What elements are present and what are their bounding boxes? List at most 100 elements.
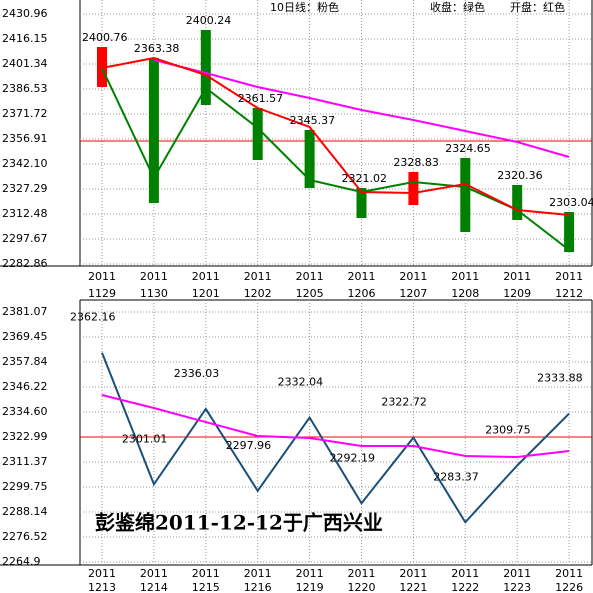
y-tick-label: 2327.29 xyxy=(2,182,48,195)
y-tick-label: 2276.52 xyxy=(2,530,48,543)
x-tick-label: 1206 xyxy=(348,287,376,300)
x-tick-label: 2011 xyxy=(348,567,376,580)
x-tick-label: 2011 xyxy=(244,567,272,580)
data-label: 2322.72 xyxy=(381,396,427,409)
x-tick-label: 1212 xyxy=(555,287,583,300)
data-label: 2362.16 xyxy=(70,311,116,324)
candle xyxy=(408,172,419,206)
x-tick-label: 2011 xyxy=(296,567,324,580)
candle xyxy=(252,108,263,160)
x-tick-label: 2011 xyxy=(88,270,116,283)
series-line xyxy=(101,67,570,251)
x-tick-label: 2011 xyxy=(399,567,427,580)
x-tick-label: 1202 xyxy=(244,287,272,300)
x-tick-label: 2011 xyxy=(399,270,427,283)
data-label: 2320.36 xyxy=(497,169,543,182)
x-tick-label: 1201 xyxy=(192,287,220,300)
data-label: 2345.37 xyxy=(290,114,336,127)
candle xyxy=(460,158,471,232)
y-tick-label: 2369.45 xyxy=(2,330,48,343)
x-tick-label: 2011 xyxy=(140,270,168,283)
data-label: 2309.75 xyxy=(485,423,531,436)
x-tick-label: 2011 xyxy=(296,270,324,283)
x-tick-label: 2011 xyxy=(88,567,116,580)
x-tick-label: 1223 xyxy=(503,581,531,593)
candle xyxy=(200,30,211,106)
series-line xyxy=(101,56,570,216)
x-tick-label: 2011 xyxy=(555,567,583,580)
y-tick-label: 2299.75 xyxy=(2,480,48,493)
data-label: 2400.24 xyxy=(186,14,232,27)
y-tick-label: 2311.37 xyxy=(2,455,48,468)
x-tick-label: 1220 xyxy=(348,581,376,593)
data-label: 2324.65 xyxy=(445,142,491,155)
data-label: 2332.04 xyxy=(278,376,324,389)
y-tick-label: 2356.91 xyxy=(2,132,48,145)
y-tick-label: 2264.9 xyxy=(2,555,41,568)
y-tick-label: 2381.07 xyxy=(2,305,48,318)
x-tick-label: 2011 xyxy=(451,567,479,580)
annotation: 彭鉴绵2011-12-12于广西兴业 xyxy=(95,511,383,535)
x-tick-label: 1221 xyxy=(399,581,427,593)
y-tick-label: 2430.96 xyxy=(2,7,48,20)
data-label: 2283.37 xyxy=(433,470,479,483)
candle xyxy=(356,188,367,219)
y-tick-label: 2416.15 xyxy=(2,32,48,45)
x-tick-label: 1219 xyxy=(296,581,324,593)
x-tick-label: 1208 xyxy=(451,287,479,300)
series-line xyxy=(101,394,570,459)
y-tick-label: 2371.72 xyxy=(2,107,48,120)
y-tick-label: 2297.67 xyxy=(2,232,48,245)
data-label: 2363.38 xyxy=(134,42,180,55)
y-tick-label: 2334.60 xyxy=(2,405,48,418)
x-tick-label: 1207 xyxy=(399,287,427,300)
y-tick-label: 2401.34 xyxy=(2,57,48,70)
data-label: 2292.19 xyxy=(330,451,376,464)
y-tick-label: 2386.53 xyxy=(2,82,48,95)
y-tick-label: 2346.22 xyxy=(2,380,48,393)
x-tick-label: 1209 xyxy=(503,287,531,300)
data-label: 2336.03 xyxy=(174,367,220,380)
data-label: 2400.76 xyxy=(82,31,128,44)
x-tick-label: 1222 xyxy=(451,581,479,593)
series-line xyxy=(101,352,570,524)
y-tick-label: 2342.10 xyxy=(2,157,48,170)
y-tick-label: 2288.14 xyxy=(2,505,48,518)
y-tick-label: 2282.86 xyxy=(2,257,48,270)
y-tick-label: 2322.99 xyxy=(2,430,48,443)
x-tick-label: 1216 xyxy=(244,581,272,593)
data-label: 2361.57 xyxy=(238,92,284,105)
candle xyxy=(512,184,523,220)
data-label: 2328.83 xyxy=(393,156,439,169)
x-tick-label: 1205 xyxy=(296,287,324,300)
y-tick-label: 2312.48 xyxy=(2,207,48,220)
candle xyxy=(148,58,159,203)
x-tick-label: 2011 xyxy=(348,270,376,283)
candle xyxy=(304,130,315,189)
x-tick-label: 2011 xyxy=(140,567,168,580)
x-tick-label: 2011 xyxy=(192,567,220,580)
x-tick-label: 1213 xyxy=(88,581,116,593)
x-tick-label: 1214 xyxy=(140,581,168,593)
x-tick-label: 2011 xyxy=(451,270,479,283)
x-tick-label: 1130 xyxy=(140,287,168,300)
x-tick-label: 2011 xyxy=(244,270,272,283)
data-label: 2321.02 xyxy=(342,172,388,185)
x-tick-label: 2011 xyxy=(192,270,220,283)
x-tick-label: 1226 xyxy=(555,581,583,593)
candle xyxy=(564,212,575,252)
data-label: 2297.96 xyxy=(226,439,272,452)
data-label: 2303.04 xyxy=(549,196,593,209)
data-label: 2333.88 xyxy=(537,372,583,385)
x-tick-label: 2011 xyxy=(555,270,583,283)
x-tick-label: 1215 xyxy=(192,581,220,593)
legend-label: 10日线：粉色 xyxy=(270,0,339,14)
x-tick-label: 2011 xyxy=(503,270,531,283)
legend-label: 收盘：绿色 xyxy=(430,0,485,14)
series-line xyxy=(153,59,570,158)
y-tick-label: 2357.84 xyxy=(2,355,48,368)
legend-label: 开盘：红色 xyxy=(510,0,565,14)
x-tick-label: 2011 xyxy=(503,567,531,580)
